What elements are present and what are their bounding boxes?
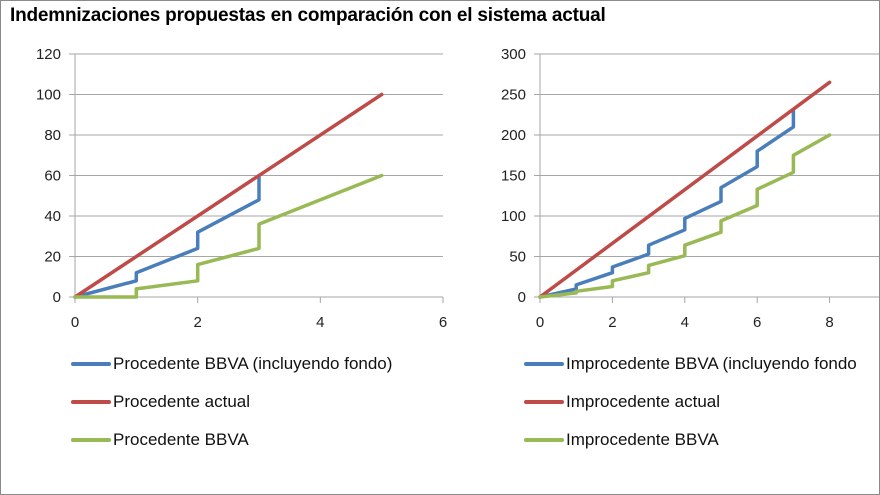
legend-label: Procedente BBVA (incluyendo fondo) <box>113 354 393 373</box>
y-tick-label: 100 <box>36 87 61 104</box>
legend-item: Improcedente BBVA (incluyendo fondo <box>524 353 857 375</box>
legend-swatch-red <box>71 400 111 404</box>
chart-procedente: 0 20 40 60 80 100 120 0 2 4 6 <box>36 46 447 331</box>
legend-swatch-blue <box>524 362 564 366</box>
x-tick-label: 0 <box>536 314 544 331</box>
chart-improcedente: 0 50 100 150 200 250 300 0 2 4 6 8 <box>501 46 879 331</box>
x-tick-label: 0 <box>71 314 79 331</box>
legend-item: Improcedente actual <box>524 391 720 413</box>
y-tick-label: 0 <box>518 289 526 306</box>
legend-item: Procedente actual <box>71 391 250 413</box>
x-tick-label: 2 <box>608 314 616 331</box>
y-tick-label: 20 <box>44 249 61 266</box>
x-tick-label: 2 <box>193 314 201 331</box>
legend-item: Procedente BBVA <box>71 429 249 451</box>
y-tick-label: 100 <box>501 208 526 225</box>
y-tick-label: 80 <box>44 127 61 144</box>
x-tick-label: 6 <box>753 314 761 331</box>
series-red <box>73 92 384 299</box>
series-green <box>538 133 832 299</box>
y-tick-label: 60 <box>44 168 61 185</box>
y-tick-label: 120 <box>36 46 61 63</box>
y-tick-label: 50 <box>509 249 526 266</box>
y-tick-label: 200 <box>501 127 526 144</box>
x-tick-label: 8 <box>825 314 833 331</box>
x-tick-label: 4 <box>681 314 689 331</box>
x-tick-label: 6 <box>439 314 447 331</box>
legend-swatch-green <box>71 438 111 442</box>
y-tick-label: 300 <box>501 46 526 63</box>
series-blue <box>73 173 261 299</box>
legend-swatch-red <box>524 400 564 404</box>
legend-swatch-green <box>524 438 564 442</box>
series-red <box>538 80 832 299</box>
legend-item: Improcedente BBVA <box>524 429 719 451</box>
legend-label: Improcedente BBVA <box>566 430 719 449</box>
legend-label: Procedente BBVA <box>113 430 249 449</box>
legend-label: Improcedente BBVA (incluyendo fondo <box>566 354 857 373</box>
x-tick-label: 4 <box>316 314 324 331</box>
series-green <box>73 173 384 299</box>
y-tick-label: 250 <box>501 87 526 104</box>
y-tick-label: 40 <box>44 208 61 225</box>
legend-label: Improcedente actual <box>566 392 721 411</box>
legend-swatch-blue <box>71 362 111 366</box>
chart-title: Indemnizaciones propuestas en comparació… <box>10 5 606 26</box>
y-tick-label: 0 <box>53 289 61 306</box>
legend-label: Procedente actual <box>113 392 251 411</box>
y-tick-label: 150 <box>501 168 526 185</box>
series-blue <box>538 108 796 299</box>
legend-item: Procedente BBVA (incluyendo fondo) <box>71 353 392 375</box>
